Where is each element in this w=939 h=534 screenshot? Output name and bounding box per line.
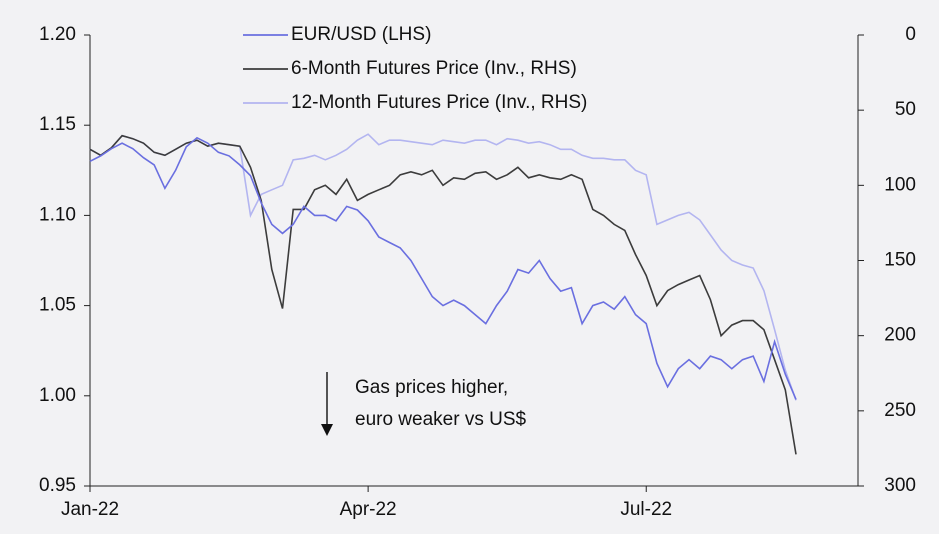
y2-tick-label: 150 [884, 250, 916, 271]
legend-label: 6-Month Futures Price (Inv., RHS) [291, 58, 577, 79]
annotation-text: euro weaker vs US$ [355, 409, 527, 430]
annotation-text: Gas prices higher, [355, 377, 508, 398]
legend-label: EUR/USD (LHS) [291, 24, 431, 45]
series-line [89, 134, 797, 455]
y2-tick-label: 100 [884, 174, 916, 195]
legend-label: 12-Month Futures Price (Inv., RHS) [291, 92, 587, 113]
x-tick-label: Jan-22 [61, 499, 119, 520]
y-tick-label: 1.00 [39, 385, 76, 406]
annotation-arrowhead [321, 424, 333, 436]
y-tick-label: 1.20 [39, 24, 76, 45]
series-line [89, 136, 797, 400]
y2-tick-label: 300 [884, 475, 916, 496]
y2-tick-label: 50 [895, 99, 916, 120]
y2-tick-label: 200 [884, 325, 916, 346]
y-tick-label: 0.95 [39, 475, 76, 496]
y-tick-label: 1.15 [39, 114, 76, 135]
y-tick-label: 1.10 [39, 204, 76, 225]
x-tick-label: Apr-22 [340, 499, 397, 520]
y2-tick-label: 0 [905, 24, 916, 45]
x-tick-label: Jul-22 [620, 499, 672, 520]
y2-tick-label: 250 [884, 400, 916, 421]
y-tick-label: 1.05 [39, 295, 76, 316]
